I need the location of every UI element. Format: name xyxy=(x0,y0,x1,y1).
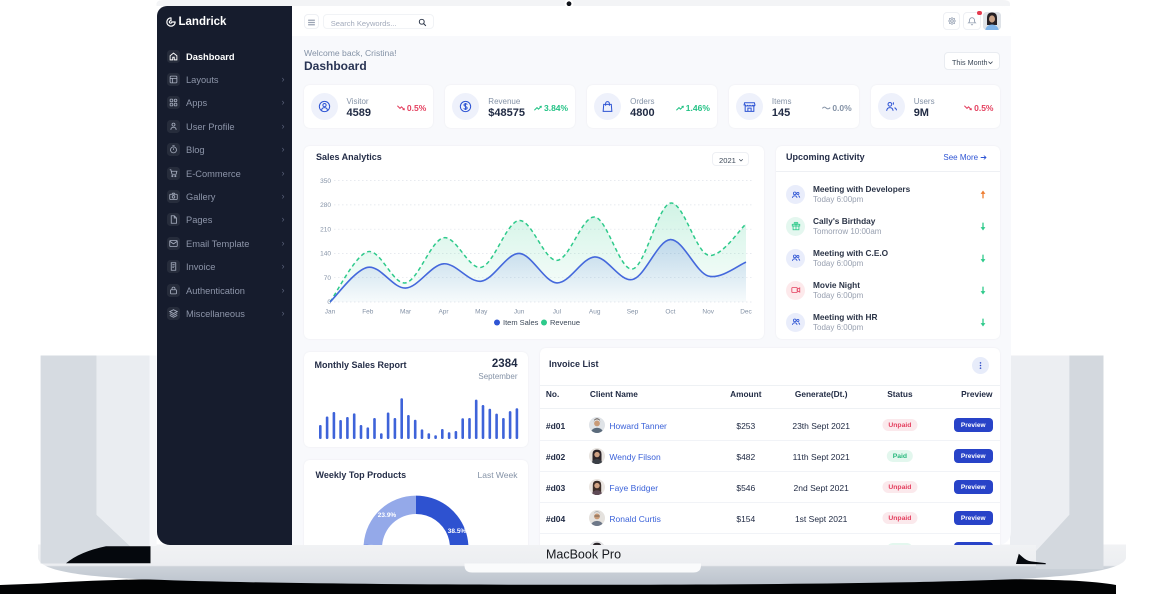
svg-text:Jun: Jun xyxy=(514,309,525,316)
svg-text:Oct: Oct xyxy=(665,309,675,316)
svg-text:Nov: Nov xyxy=(702,309,714,316)
svg-text:280: 280 xyxy=(320,202,331,209)
svg-text:Mar: Mar xyxy=(400,309,412,316)
svg-text:Sep: Sep xyxy=(627,309,639,316)
svg-text:23.9%: 23.9% xyxy=(378,512,397,519)
svg-text:38.5%: 38.5% xyxy=(448,528,467,535)
svg-text:350: 350 xyxy=(320,178,331,185)
svg-text:140: 140 xyxy=(320,251,331,258)
svg-text:May: May xyxy=(475,309,488,316)
svg-text:Jan: Jan xyxy=(325,309,336,316)
svg-text:MacBook Pro: MacBook Pro xyxy=(546,547,621,561)
svg-text:Apr: Apr xyxy=(438,309,449,316)
svg-text:Item Sales: Item Sales xyxy=(503,318,539,327)
svg-text:70: 70 xyxy=(324,275,332,282)
svg-text:Aug: Aug xyxy=(589,309,601,316)
svg-text:Dec: Dec xyxy=(740,309,752,316)
svg-text:0: 0 xyxy=(327,299,331,306)
svg-text:Jul: Jul xyxy=(553,309,562,316)
svg-text:Feb: Feb xyxy=(362,309,374,316)
svg-text:210: 210 xyxy=(320,226,331,233)
svg-text:Revenue: Revenue xyxy=(550,318,580,327)
